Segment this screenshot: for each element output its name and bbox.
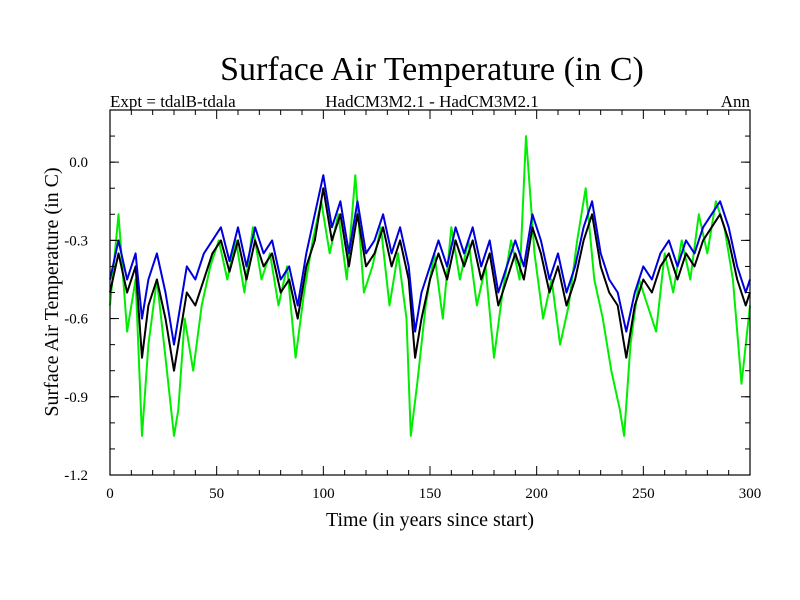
plot-frame bbox=[109, 109, 751, 476]
chart-subtitle-right: Ann bbox=[721, 92, 751, 111]
x-tick-label: 100 bbox=[312, 486, 335, 502]
y-tick-label: -1.2 bbox=[64, 468, 88, 484]
series-line-blue bbox=[109, 174, 751, 346]
y-tick-label: -0.3 bbox=[64, 233, 88, 249]
y-axis-label: Surface Air Temperature (in C) bbox=[41, 167, 63, 416]
x-tick-label: 300 bbox=[739, 486, 762, 502]
y-tick-label: 0.0 bbox=[69, 155, 88, 171]
x-tick-label: 200 bbox=[525, 486, 548, 502]
chart-subtitle-center: HadCM3M2.1 - HadCM3M2.1 bbox=[325, 92, 538, 111]
x-tick-label: 0 bbox=[106, 486, 114, 502]
x-tick-label: 250 bbox=[632, 486, 655, 502]
chart-title: Surface Air Temperature (in C) bbox=[220, 51, 644, 88]
y-tick-label: -0.9 bbox=[64, 390, 88, 406]
x-tick-label: 50 bbox=[209, 486, 224, 502]
series-line-black bbox=[109, 187, 751, 372]
plot-area bbox=[109, 135, 751, 437]
chart-subtitle-left: Expt = tdalB-tdala bbox=[110, 92, 236, 111]
y-tick-label: -0.6 bbox=[64, 312, 88, 328]
x-tick-label: 150 bbox=[419, 486, 442, 502]
x-axis-label: Time (in years since start) bbox=[326, 509, 534, 531]
